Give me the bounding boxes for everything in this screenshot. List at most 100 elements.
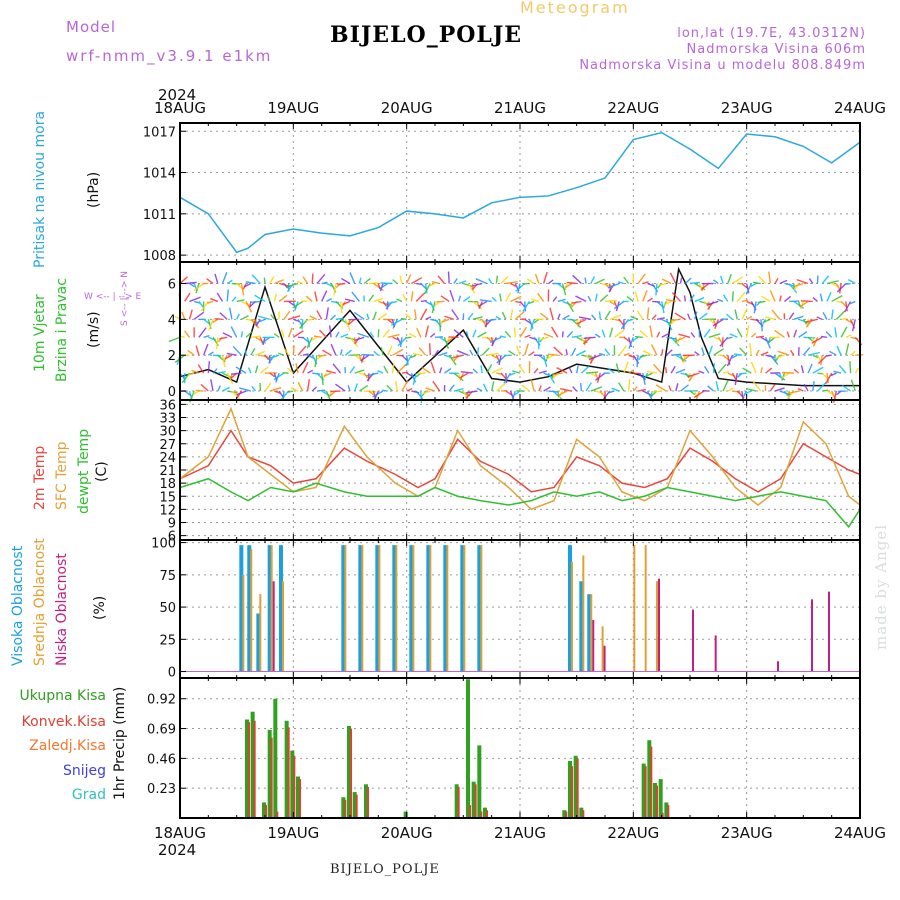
wind-arrow bbox=[575, 295, 587, 303]
wind-arrow bbox=[200, 383, 209, 392]
wind-arrow bbox=[850, 379, 856, 392]
wind-arrow bbox=[557, 298, 566, 303]
wind-arrow bbox=[835, 310, 846, 320]
wind-arrow bbox=[529, 351, 535, 356]
y-tick-label: 12 bbox=[159, 503, 176, 518]
wind-arrow bbox=[463, 282, 474, 288]
wind-arrow bbox=[675, 383, 679, 392]
wind-arrow bbox=[584, 277, 587, 284]
bar-mark bbox=[248, 722, 250, 818]
bar-mark bbox=[603, 645, 606, 672]
wind-arrow bbox=[318, 354, 327, 357]
wind-arrow bbox=[812, 354, 819, 359]
wind-arrow bbox=[241, 315, 249, 320]
wind-arrow bbox=[561, 331, 564, 338]
wind-arrow bbox=[432, 380, 441, 392]
wind-arrow bbox=[448, 354, 457, 366]
wind-arrow bbox=[357, 332, 370, 338]
bar-mark bbox=[341, 545, 346, 672]
bar-mark bbox=[429, 545, 432, 672]
wind-arrow bbox=[661, 333, 670, 338]
bar-mark bbox=[592, 619, 595, 672]
wind-arrow bbox=[379, 282, 389, 290]
wind-arrow bbox=[550, 326, 559, 338]
y-tick-label: 27 bbox=[159, 438, 176, 453]
wind-arrow bbox=[774, 387, 785, 392]
wind-arrow bbox=[181, 372, 191, 384]
wind-arrow bbox=[344, 349, 352, 356]
wind-arrow bbox=[198, 301, 205, 309]
wind-arrow bbox=[231, 390, 241, 401]
wind-arrow bbox=[708, 345, 713, 356]
wind-arrow bbox=[202, 343, 209, 356]
y-tick-label: 0.69 bbox=[147, 723, 176, 738]
wind-arrow bbox=[368, 294, 375, 302]
wind-arrow bbox=[670, 336, 680, 347]
wind-arrow bbox=[838, 365, 847, 374]
model-altitude-label: Nadmorska Visina u modelu 808.849m bbox=[579, 58, 866, 73]
wind-arrow bbox=[430, 361, 436, 374]
wind-arrow bbox=[825, 331, 833, 338]
wind-arrow bbox=[347, 385, 351, 392]
bar-mark bbox=[375, 545, 380, 672]
wind-arrow bbox=[757, 300, 766, 304]
wind-arrow bbox=[241, 300, 251, 307]
bar-mark bbox=[403, 811, 408, 818]
wind-arrow bbox=[278, 352, 285, 356]
wind-arrow bbox=[236, 390, 247, 396]
bar-mark bbox=[392, 545, 397, 672]
bar-mark bbox=[350, 728, 352, 818]
bar-mark bbox=[576, 758, 579, 818]
wind-arrow bbox=[594, 293, 598, 302]
wind-arrow bbox=[651, 390, 662, 393]
x-tick-label-bottom: 21AUG bbox=[494, 824, 546, 842]
wind-arrow bbox=[448, 384, 455, 392]
wind-arrow bbox=[669, 272, 677, 284]
wind-arrow bbox=[479, 299, 492, 303]
wind-arrow bbox=[836, 345, 842, 356]
wind-arrow bbox=[446, 336, 455, 343]
wind-arrow bbox=[847, 279, 856, 285]
wind-arrow bbox=[316, 310, 323, 320]
y-tick-label: 75 bbox=[159, 569, 176, 584]
wind-arrow bbox=[469, 349, 474, 356]
bar-mark bbox=[582, 555, 585, 672]
wind-arrow bbox=[798, 331, 808, 338]
wind-arrow bbox=[636, 355, 639, 368]
wind-arrow bbox=[734, 373, 738, 386]
wind-arrow bbox=[529, 319, 535, 332]
bar-mark bbox=[443, 545, 448, 672]
wind-arrow bbox=[489, 336, 502, 343]
wind-arrow bbox=[212, 368, 218, 374]
wind-arrow bbox=[741, 308, 748, 320]
wind-arrow bbox=[752, 281, 761, 285]
wind-arrow bbox=[321, 281, 328, 285]
series-line bbox=[179, 477, 861, 529]
bar-mark bbox=[426, 545, 431, 672]
wind-arrow bbox=[193, 300, 201, 304]
bar-mark bbox=[253, 720, 256, 818]
wind-arrow bbox=[750, 361, 757, 374]
wind-arrow bbox=[240, 331, 244, 338]
wind-arrow bbox=[642, 289, 648, 302]
wind-arrow bbox=[467, 312, 474, 320]
wind-arrow bbox=[530, 379, 535, 392]
wind-arrow bbox=[750, 332, 757, 338]
wind-arrow bbox=[522, 301, 531, 312]
wind-compass-sn: S <-- | --> N bbox=[120, 271, 130, 326]
station-title: BIJELO_POLJE bbox=[330, 22, 523, 48]
wind-arrow bbox=[588, 354, 601, 361]
wind-arrow bbox=[509, 372, 516, 376]
wind-arrow bbox=[495, 315, 502, 320]
wind-arrow bbox=[675, 336, 686, 342]
wind-arrow bbox=[681, 354, 691, 362]
wind-arrow bbox=[729, 333, 738, 338]
wind-arrow bbox=[453, 372, 464, 382]
wind-arrow bbox=[665, 299, 676, 303]
wind-arrow bbox=[387, 318, 393, 324]
wind-arrow bbox=[429, 282, 436, 287]
wind-arrow bbox=[283, 310, 291, 320]
wind-arrow bbox=[637, 388, 647, 392]
wind-arrow bbox=[617, 281, 625, 285]
wind-arrow bbox=[752, 381, 762, 392]
